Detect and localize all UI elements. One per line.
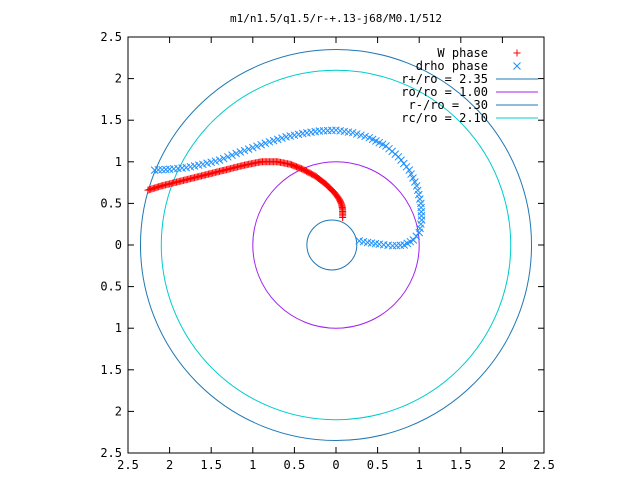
y-tick-label: 2.5	[100, 446, 122, 460]
x-tick-label: 2.5	[117, 458, 139, 472]
circle-r-	[306, 219, 358, 271]
point	[278, 134, 286, 142]
x-tick-label: 1.5	[450, 458, 472, 472]
point	[392, 241, 401, 250]
point	[228, 151, 236, 159]
legend-label: rc/ro = 2.10	[401, 111, 488, 125]
point	[269, 136, 278, 145]
y-tick-label: 1	[115, 321, 122, 335]
point	[415, 195, 424, 203]
legend-marker	[513, 62, 521, 70]
point	[248, 143, 257, 152]
point	[244, 145, 253, 153]
y-tick-label: 0	[115, 238, 122, 252]
ticks: 2.5 2 1.5 1 0.5 0 0.5 1 1.5 2 2.52.521.510.500.511…	[100, 30, 555, 472]
point	[357, 131, 365, 140]
point	[257, 140, 265, 149]
circle-rc	[160, 69, 512, 421]
data-points	[144, 126, 426, 250]
y-tick-label: 2	[115, 404, 122, 418]
point	[253, 142, 261, 151]
legend-label: ro/ro = 1.00	[401, 85, 488, 99]
point	[265, 137, 274, 146]
circle-r+	[139, 48, 533, 442]
point	[413, 186, 422, 195]
x-tick-label: 1.5	[200, 458, 222, 472]
point	[162, 165, 170, 174]
point	[261, 139, 270, 148]
point	[219, 154, 228, 163]
y-tick-label: 2	[115, 72, 122, 86]
y-tick-label: 1.5	[100, 113, 122, 127]
point	[232, 149, 241, 158]
point	[215, 156, 224, 164]
x-tick-label: 2	[499, 458, 506, 472]
point	[348, 128, 357, 137]
point	[158, 165, 166, 174]
point	[355, 236, 364, 245]
point	[154, 166, 163, 174]
point	[410, 178, 419, 186]
legend-label: r-/ro = .30	[409, 98, 488, 112]
point	[339, 214, 347, 222]
x-tick-label: 2.5	[533, 458, 555, 472]
legend-label: drho phase	[416, 59, 488, 73]
y-tick-label: 1	[115, 155, 122, 169]
circle-ro	[252, 161, 420, 329]
series-W-phase	[144, 158, 347, 222]
point	[150, 166, 159, 174]
x-tick-label: 1	[249, 458, 256, 472]
point	[407, 170, 415, 178]
y-tick-label: 0.5	[100, 280, 122, 294]
point	[415, 228, 424, 237]
point	[352, 130, 361, 138]
point	[223, 152, 232, 161]
point	[240, 146, 249, 155]
point	[273, 135, 282, 144]
legend-label: r+/ro = 2.35	[401, 72, 488, 86]
x-tick-label: 1	[416, 458, 423, 472]
legend-marker	[513, 49, 521, 57]
x-tick-label: 0.5	[367, 458, 389, 472]
point	[236, 148, 245, 156]
x-tick-label: 0.5	[284, 458, 306, 472]
point	[409, 174, 417, 182]
point	[361, 132, 369, 141]
x-tick-label: 2	[166, 458, 173, 472]
legend-label: W phase	[437, 46, 488, 60]
series-drho-phase	[150, 126, 426, 250]
point	[412, 182, 421, 190]
reference-circles	[139, 48, 533, 442]
point	[414, 190, 423, 199]
point	[396, 241, 405, 250]
y-tick-label: 2.5	[100, 30, 122, 44]
x-tick-label: 0	[332, 458, 339, 472]
chart-title: m1/n1.5/q1.5/r-+.13-j68/M0.1/512	[230, 12, 442, 25]
y-tick-label: 0.5	[100, 196, 122, 210]
point	[405, 166, 414, 174]
y-tick-label: 1.5	[100, 363, 122, 377]
